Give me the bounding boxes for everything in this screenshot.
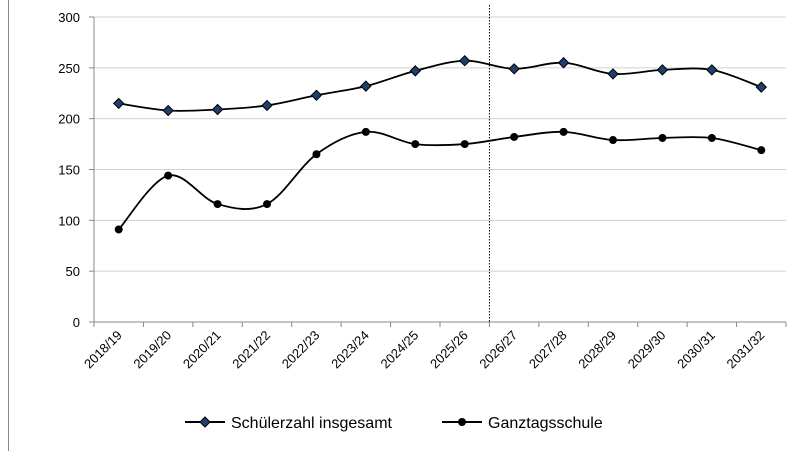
data-point [162,104,174,117]
data-point [211,103,224,116]
series-line [118,130,762,231]
data-point [411,140,420,149]
x-tick-label: 2031/32 [724,328,768,372]
x-tick-label: 2023/24 [328,328,372,372]
y-tick-label: 50 [66,264,80,279]
data-point [409,65,421,77]
x-tick-label: 2030/31 [674,328,718,372]
data-point [114,225,123,234]
x-tick-label: 2018/19 [81,328,125,372]
data-point [757,146,766,155]
data-point [459,55,471,67]
legend-label: Ganztagsschule [488,415,603,432]
x-tick-label: 2026/27 [476,328,520,372]
data-point [609,136,617,145]
data-point [460,140,469,149]
data-point [755,81,767,93]
data-point [312,150,321,159]
data-point [164,171,173,180]
data-point [607,68,619,80]
y-tick-label: 150 [58,163,80,178]
x-tick-label: 2029/30 [625,328,669,372]
y-tick-label: 0 [73,315,80,330]
x-tick-label: 2019/20 [130,328,174,372]
data-point [263,200,271,209]
data-point [310,89,323,101]
data-point [113,97,125,110]
data-point [557,57,570,69]
x-tick-label: 2025/26 [427,328,471,372]
x-tick-label: 2022/23 [279,328,323,372]
legend-item: Ganztagsschule [442,415,603,432]
x-tick-label: 2021/22 [229,328,273,372]
legend-item: Schülerzahl insgesamt [185,415,393,432]
data-point [707,133,716,142]
data-point [261,99,273,112]
y-tick-label: 300 [58,10,80,25]
legend-marker [199,416,211,428]
legend-label: Schülerzahl insgesamt [231,415,393,432]
data-point [658,133,667,142]
x-tick-label: 2024/25 [378,328,422,372]
legend-marker [458,418,466,426]
y-tick-label: 200 [58,112,80,127]
x-tick-label: 2020/21 [180,328,224,372]
y-tick-label: 250 [58,61,80,76]
y-tick-label: 100 [58,213,80,228]
data-point [510,132,519,141]
data-point [508,63,520,75]
x-tick-label: 2028/29 [575,328,619,372]
data-point [559,127,568,136]
data-point [213,200,222,209]
data-point [656,64,669,76]
data-point [706,64,718,76]
data-point [361,127,370,136]
x-tick-label: 2027/28 [526,328,570,372]
data-point [360,80,372,92]
